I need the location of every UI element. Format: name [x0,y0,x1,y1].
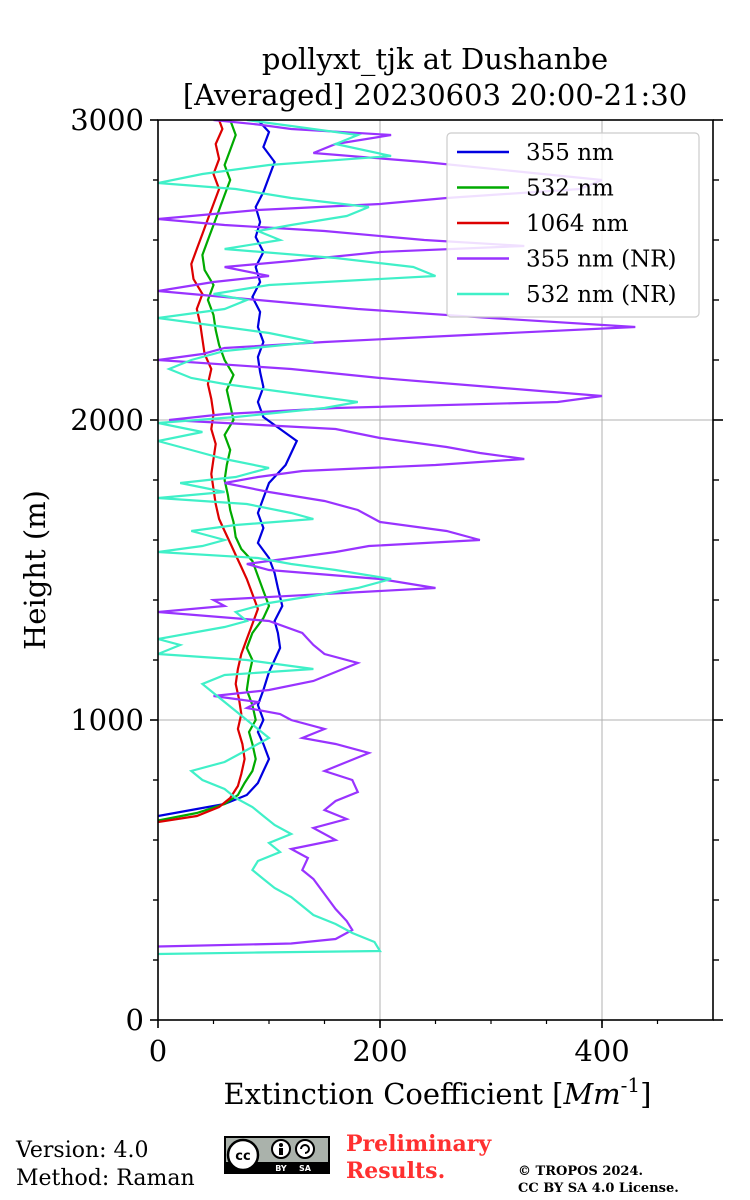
preliminary-label-line1: Preliminary [346,1131,492,1157]
y-axis-label: Height (m) [18,490,52,650]
y-tick-label: 2000 [70,403,144,437]
version-label: Version: 4.0 [16,1138,149,1163]
cc-letters: cc [235,1149,250,1164]
cc-by-label: BY [275,1164,287,1173]
x-tick-label: 0 [149,1034,167,1068]
y-tick-label: 0 [126,1003,144,1037]
cc-sa-label: SA [299,1164,312,1173]
legend-label: 355 nm [526,140,614,166]
series-line [158,120,436,956]
copyright-line2: CC BY SA 4.0 License. [518,1181,679,1196]
series-line [158,120,299,818]
cc-license-icon: cc BY SA [224,1136,330,1174]
y-tick-label: 1000 [70,703,144,737]
method-label: Method: Raman [16,1166,195,1191]
copyright-line1: © TROPOS 2024. [518,1164,644,1179]
x-tick-label: 400 [574,1034,629,1068]
preliminary-label-line2: Results. [346,1158,446,1184]
x-tick-label: 200 [352,1034,407,1068]
legend-label: 532 nm [526,176,614,202]
chart-subtitle: [Averaged] 20230603 20:00-21:30 [182,78,688,112]
series-line [158,120,271,822]
legend-label: 532 nm (NR) [526,282,677,308]
x-axis-label: Extinction Coefficient [Mm-1] [224,1073,652,1111]
chart-title: pollyxt_tjk at Dushanbe [261,42,609,76]
legend-label: 1064 nm [526,211,629,237]
y-tick-label: 3000 [70,103,144,137]
legend-box [446,132,700,318]
legend-label: 355 nm (NR) [526,247,677,273]
